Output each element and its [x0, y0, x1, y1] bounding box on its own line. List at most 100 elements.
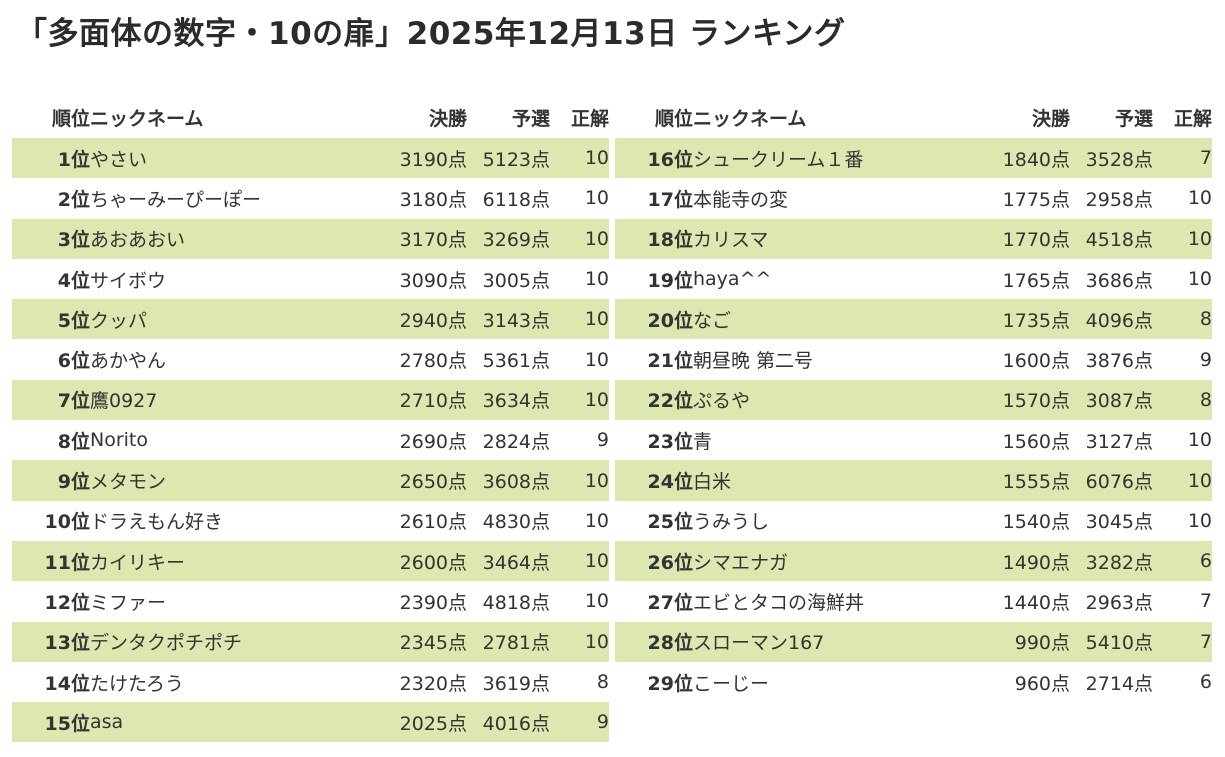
final-score-cell: 2710点 — [340, 379, 467, 421]
table-row: 20位 なご 1735点 4096点 8 — [615, 299, 1212, 340]
rank-column-header: 順位 — [654, 107, 693, 130]
prelim-score-cell: 5361点 — [467, 339, 550, 380]
rank-cell: 15位 — [12, 702, 90, 743]
final-score-cell: 2320点 — [340, 661, 467, 703]
prelim-score-cell: 3045点 — [1070, 500, 1153, 541]
table-row: 29位 こーじー 960点 2714点 6 — [615, 661, 1212, 703]
final-score-cell: 2690点 — [340, 420, 467, 461]
nickname-cell: カイリキー — [90, 540, 340, 582]
correct-count-cell: 10 — [550, 258, 609, 300]
correct-count-cell: 10 — [1153, 460, 1212, 501]
rank-cell: 5位 — [12, 299, 90, 340]
table-row: 28位 スローマン167 990点 5410点 7 — [615, 621, 1212, 662]
table-header-row: 順位 ニックネーム 決勝 予選 正解 — [12, 96, 609, 138]
correct-count-cell: 10 — [1153, 420, 1212, 461]
final-score-cell: 1555点 — [943, 460, 1070, 501]
table-row: 21位 朝昼晩 第二号 1600点 3876点 9 — [615, 339, 1212, 380]
prelim-score-cell: 3528点 — [1070, 138, 1153, 179]
nickname-cell: スローマン167 — [693, 621, 943, 662]
nickname-column-header: ニックネーム — [90, 107, 204, 130]
prelim-score-cell: 3087点 — [1070, 379, 1153, 421]
table-row: 25位 うみうし 1540点 3045点 10 — [615, 500, 1212, 541]
nickname-cell: サイボウ — [90, 258, 340, 300]
correct-count-cell: 10 — [550, 138, 609, 179]
final-score-cell: 3180点 — [340, 178, 467, 219]
final-score-cell: 1560点 — [943, 420, 1070, 461]
rank-cell: 18位 — [615, 218, 693, 259]
correct-count-cell: 10 — [550, 218, 609, 259]
correct-count-cell: 10 — [1153, 258, 1212, 300]
rank-cell: 2位 — [12, 178, 90, 219]
prelim-score-cell: 3608点 — [467, 460, 550, 501]
nickname-cell: ミファー — [90, 581, 340, 622]
table-row: 19位 haya^^ 1765点 3686点 10 — [615, 258, 1212, 300]
correct-count-cell: 10 — [550, 339, 609, 380]
nickname-cell: エビとタコの海鮮丼 — [693, 581, 943, 622]
table-row: 9位 メタモン 2650点 3608点 10 — [12, 460, 609, 501]
final-score-cell: 3190点 — [340, 138, 467, 179]
prelim-score-cell: 3619点 — [467, 661, 550, 703]
table-row: 7位 鷹0927 2710点 3634点 10 — [12, 379, 609, 421]
nickname-cell: カリスマ — [693, 218, 943, 259]
rank-cell: 11位 — [12, 540, 90, 582]
nickname-cell: やさい — [90, 138, 340, 179]
final-score-cell: 1490点 — [943, 540, 1070, 582]
nickname-cell: 青 — [693, 420, 943, 461]
correct-count-cell: 9 — [550, 420, 609, 461]
table-row: 6位 あかやん 2780点 5361点 10 — [12, 339, 609, 380]
correct-count-cell: 10 — [550, 621, 609, 662]
nickname-cell: こーじー — [693, 661, 943, 703]
correct-count-cell: 7 — [1153, 581, 1212, 622]
prelim-score-cell: 3127点 — [1070, 420, 1153, 461]
final-score-cell: 1840点 — [943, 138, 1070, 179]
correct-count-cell: 10 — [550, 581, 609, 622]
prelim-score-cell: 5123点 — [467, 138, 550, 179]
rank-cell: 23位 — [615, 420, 693, 461]
prelim-score-cell: 2781点 — [467, 621, 550, 662]
page-title: 「多面体の数字・10の扉」2025年12月13日 ランキング — [16, 16, 846, 52]
nickname-cell: 本能寺の変 — [693, 178, 943, 219]
table-row: 26位 シマエナガ 1490点 3282点 6 — [615, 540, 1212, 582]
rank-cell: 6位 — [12, 339, 90, 380]
correct-count-cell: 7 — [1153, 621, 1212, 662]
table-row: 18位 カリスマ 1770点 4518点 10 — [615, 218, 1212, 259]
rank-cell: 19位 — [615, 258, 693, 300]
prelim-score-cell: 6076点 — [1070, 460, 1153, 501]
table-row: 22位 ぷるや 1570点 3087点 8 — [615, 379, 1212, 421]
rank-cell: 17位 — [615, 178, 693, 219]
rank-cell: 9位 — [12, 460, 90, 501]
rank-cell: 1位 — [12, 138, 90, 179]
table-row: 10位 ドラえもん好き 2610点 4830点 10 — [12, 500, 609, 541]
rank-cell: 26位 — [615, 540, 693, 582]
table-row: 12位 ミファー 2390点 4818点 10 — [12, 581, 609, 622]
correct-column-header: 正解 — [570, 107, 609, 130]
table-row: 23位青 1560点 3127点 10 — [615, 420, 1212, 461]
final-score-cell: 1770点 — [943, 218, 1070, 259]
nickname-cell: クッパ — [90, 299, 340, 340]
rank-cell: 24位 — [615, 460, 693, 501]
table-row: 1位 やさい 3190点 5123点 10 — [12, 138, 609, 179]
nickname-cell: 朝昼晩 第二号 — [693, 339, 943, 380]
rank-cell: 10位 — [12, 500, 90, 541]
prelim-score-cell: 4830点 — [467, 500, 550, 541]
correct-count-cell: 10 — [550, 500, 609, 541]
nickname-cell: 鷹0927 — [90, 379, 340, 421]
rank-cell: 16位 — [615, 138, 693, 179]
rank-cell: 29位 — [615, 661, 693, 703]
table-row: 4位 サイボウ 3090点 3005点 10 — [12, 258, 609, 300]
final-score-cell: 2610点 — [340, 500, 467, 541]
correct-count-cell: 10 — [550, 540, 609, 582]
final-score-cell: 1735点 — [943, 299, 1070, 340]
rank-cell: 7位 — [12, 379, 90, 421]
correct-count-cell: 9 — [550, 702, 609, 743]
prelim-score-cell: 2958点 — [1070, 178, 1153, 219]
rank-cell: 20位 — [615, 299, 693, 340]
final-score-cell: 1540点 — [943, 500, 1070, 541]
rank-cell: 13位 — [12, 621, 90, 662]
prelim-score-cell: 4818点 — [467, 581, 550, 622]
rank-cell: 27位 — [615, 581, 693, 622]
correct-count-cell: 10 — [550, 299, 609, 340]
table-row: 2位 ちゃーみーぴーぽー 3180点 6118点 10 — [12, 178, 609, 219]
correct-count-cell: 8 — [550, 661, 609, 703]
table-row: 11位 カイリキー 2600点 3464点 10 — [12, 540, 609, 582]
